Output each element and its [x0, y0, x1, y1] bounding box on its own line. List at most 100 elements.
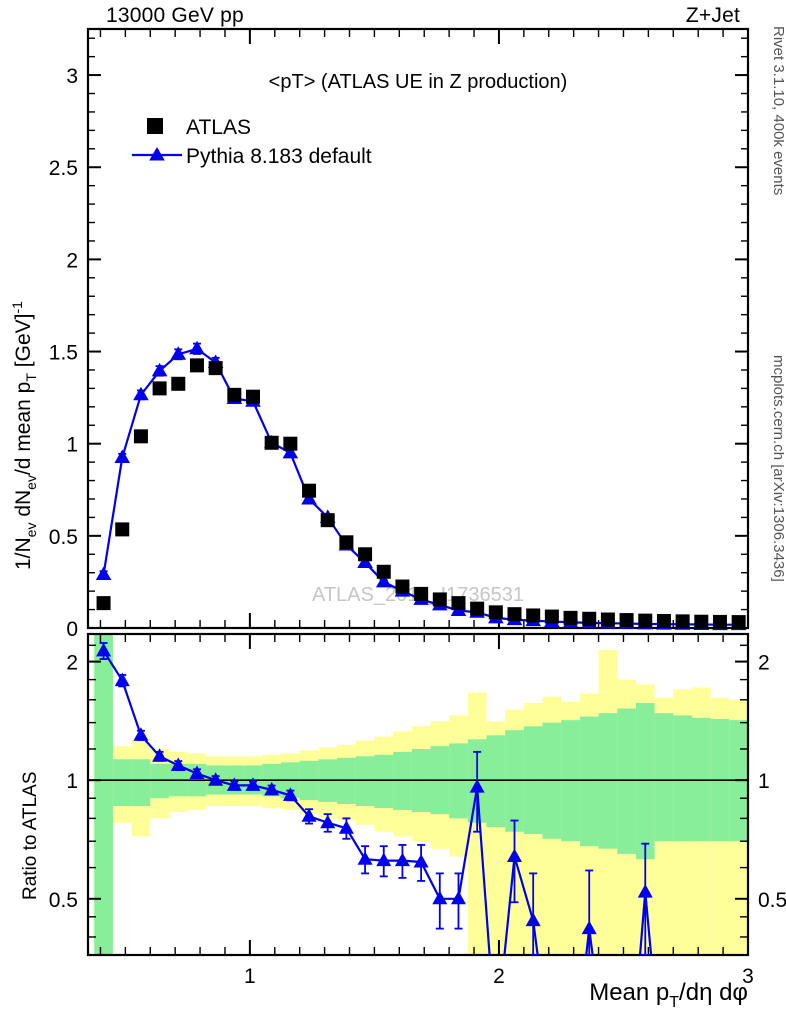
side-label-rivet: Rivet 3.1.10, 400k events [770, 26, 784, 195]
pythia-main-marker [282, 444, 299, 459]
pythia-main-marker [170, 346, 187, 360]
ratio-pythia-marker [338, 820, 354, 834]
ratio-pythia-marker [507, 848, 523, 863]
atlas-main-marker [507, 607, 522, 622]
ratio-pythia-marker [413, 853, 429, 868]
ratio-pythia-marker [376, 852, 392, 867]
atlas-main-marker [731, 615, 746, 630]
main-y-axis-label: 1/Nev dNev/d mean pT [GeV]-1 [9, 301, 38, 570]
pythia-main-marker [95, 566, 112, 581]
main-ytick-label: 1.5 [49, 342, 78, 365]
ratio-green-band-bin [112, 759, 132, 806]
ratio-green-band-bin [617, 708, 636, 854]
atlas-main-marker [526, 608, 541, 623]
ratio-pythia-marker [208, 772, 224, 786]
atlas-main-marker [488, 605, 503, 620]
ratio-green-band-bin [355, 756, 375, 806]
atlas-main-marker [133, 429, 148, 444]
main-ytick-label: 1 [66, 434, 78, 457]
ratio-pythia-marker [170, 757, 186, 771]
ratio-pythia-marker [301, 808, 317, 822]
ylabel-part-a: 1/N [12, 537, 35, 570]
atlas-main-marker [320, 513, 335, 528]
ylabel-part-b: dN [12, 490, 35, 523]
ratio-pythia-marker [525, 912, 541, 927]
x-axis-title: Mean pT/dη dφ [589, 979, 748, 1011]
atlas-main-marker [246, 389, 260, 404]
x-axis-title-sub: T [669, 994, 679, 1011]
ratio-pythia-marker [320, 814, 336, 829]
ratio-green-band-bin [374, 754, 394, 809]
atlas-main-marker [115, 522, 130, 537]
ratio-ytick-label-right: 1 [758, 770, 770, 793]
ratio-green-band-bin [673, 715, 692, 842]
atlas-main-marker [395, 579, 410, 594]
x-axis-tick-label: 2 [493, 965, 505, 988]
ratio-y-axis-label: Ratio to ATLAS [20, 772, 41, 901]
ratio-pythia-marker [394, 852, 410, 867]
x-axis-title-part-b: /dη dφ [679, 979, 748, 1006]
atlas-main-marker [376, 564, 391, 579]
x-axis-tick-label: 1 [244, 965, 256, 988]
main-panel-frame [86, 27, 750, 630]
atlas-main-marker [694, 614, 709, 629]
ylabel-part-c: /d mean p [12, 382, 35, 475]
ratio-green-band-bin [94, 634, 113, 955]
atlas-main-marker [152, 381, 167, 396]
x-axis-title-part-a: Mean p [589, 979, 669, 1006]
ratio-pythia-marker [450, 890, 466, 905]
pythia-main-marker [114, 449, 131, 463]
atlas-main-marker [470, 601, 485, 616]
atlas-main-marker [638, 613, 653, 628]
ratio-ytick-label-right: 2 [758, 652, 770, 675]
atlas-main-marker [712, 614, 727, 629]
atlas-main-marker [432, 592, 447, 607]
ratio-pythia-marker [469, 779, 485, 793]
header-right-label: Z+Jet [685, 4, 740, 27]
ratio-green-band-bin [579, 716, 599, 847]
atlas-main-marker [171, 376, 186, 391]
ratio-pythia-marker [152, 748, 168, 762]
ratio-green-band-bin [654, 713, 674, 842]
atlas-main-marker [451, 596, 466, 611]
ratio-pythia-marker [245, 777, 261, 791]
legend-marker-pythia [149, 146, 165, 161]
svg-text:1/Nev dNev/d mean pT [GeV]-1: 1/Nev dNev/d mean pT [GeV]-1 [9, 301, 38, 570]
ylabel-sub-c: T [23, 373, 38, 382]
ratio-ytick-label: 2 [66, 652, 78, 675]
ratio-ytick-label: 1 [66, 770, 78, 793]
side-label-rivet-text: Rivet 3.1.10, 400k events [770, 26, 784, 195]
atlas-main-marker [339, 535, 354, 550]
ratio-pythia-marker [432, 890, 448, 905]
atlas-main-marker [283, 436, 298, 451]
ylabel-sup-d: -1 [9, 301, 25, 314]
atlas-main-marker [264, 435, 279, 450]
atlas-main-marker [600, 612, 615, 627]
atlas-main-marker [582, 611, 597, 626]
ratio-pythia-marker [189, 765, 205, 779]
atlas-main-marker [302, 483, 317, 498]
atlas-main-marker [227, 387, 242, 402]
pythia-main-marker [189, 340, 205, 355]
side-label-mcplots: mcplots.cern.ch [arXiv:1306.3436] [770, 355, 784, 582]
header-left-label: 13000 GeV pp [106, 4, 244, 27]
ratio-pythia-marker [282, 787, 298, 801]
ratio-pythia-marker [637, 884, 653, 898]
pythia-main-marker [375, 573, 392, 588]
main-ytick-label: 3 [66, 65, 78, 88]
atlas-main-marker [675, 614, 690, 629]
atlas-main-marker [414, 586, 429, 601]
ratio-green-band-bin [150, 763, 169, 799]
pythia-main-marker [151, 362, 168, 377]
ylabel-sub-b: ev [23, 475, 38, 490]
plot-title: <pT> (ATLAS UE in Z production) [269, 71, 568, 93]
x-axis-tick-label: 3 [742, 965, 754, 988]
legend-label-pythia: Pythia 8.183 default [186, 145, 372, 168]
ratio-pythia-marker [357, 851, 373, 865]
ratio-panel-frame [86, 632, 750, 957]
ratio-series-group [96, 642, 653, 955]
ratio-y-axis-label-text: Ratio to ATLAS [20, 772, 41, 901]
pythia-main-marker [133, 386, 149, 401]
